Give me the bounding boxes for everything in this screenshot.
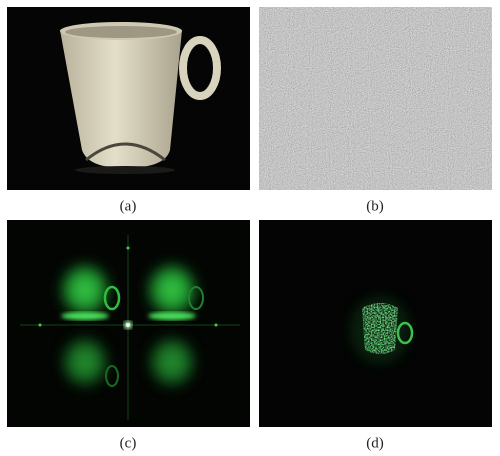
panel-caption: (a) [120, 198, 137, 214]
panel-caption: (c) [120, 435, 137, 451]
panel-b-image [259, 7, 492, 190]
panel-caption: (d) [366, 435, 384, 451]
panel-c-image [7, 220, 250, 427]
panel-d-image [259, 220, 492, 427]
panel-a-image [7, 7, 250, 190]
figure: (a) (b) (c) (d) [0, 0, 500, 456]
panel-caption: (b) [366, 198, 384, 214]
